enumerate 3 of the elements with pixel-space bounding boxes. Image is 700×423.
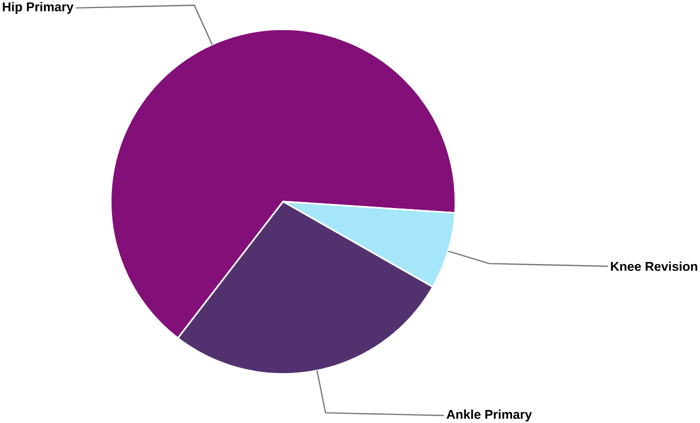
slice-label: Knee Revision [611,261,698,271]
slice-label: Ankle Primary [446,409,532,422]
slice-label: Hip Primary [2,2,74,14]
